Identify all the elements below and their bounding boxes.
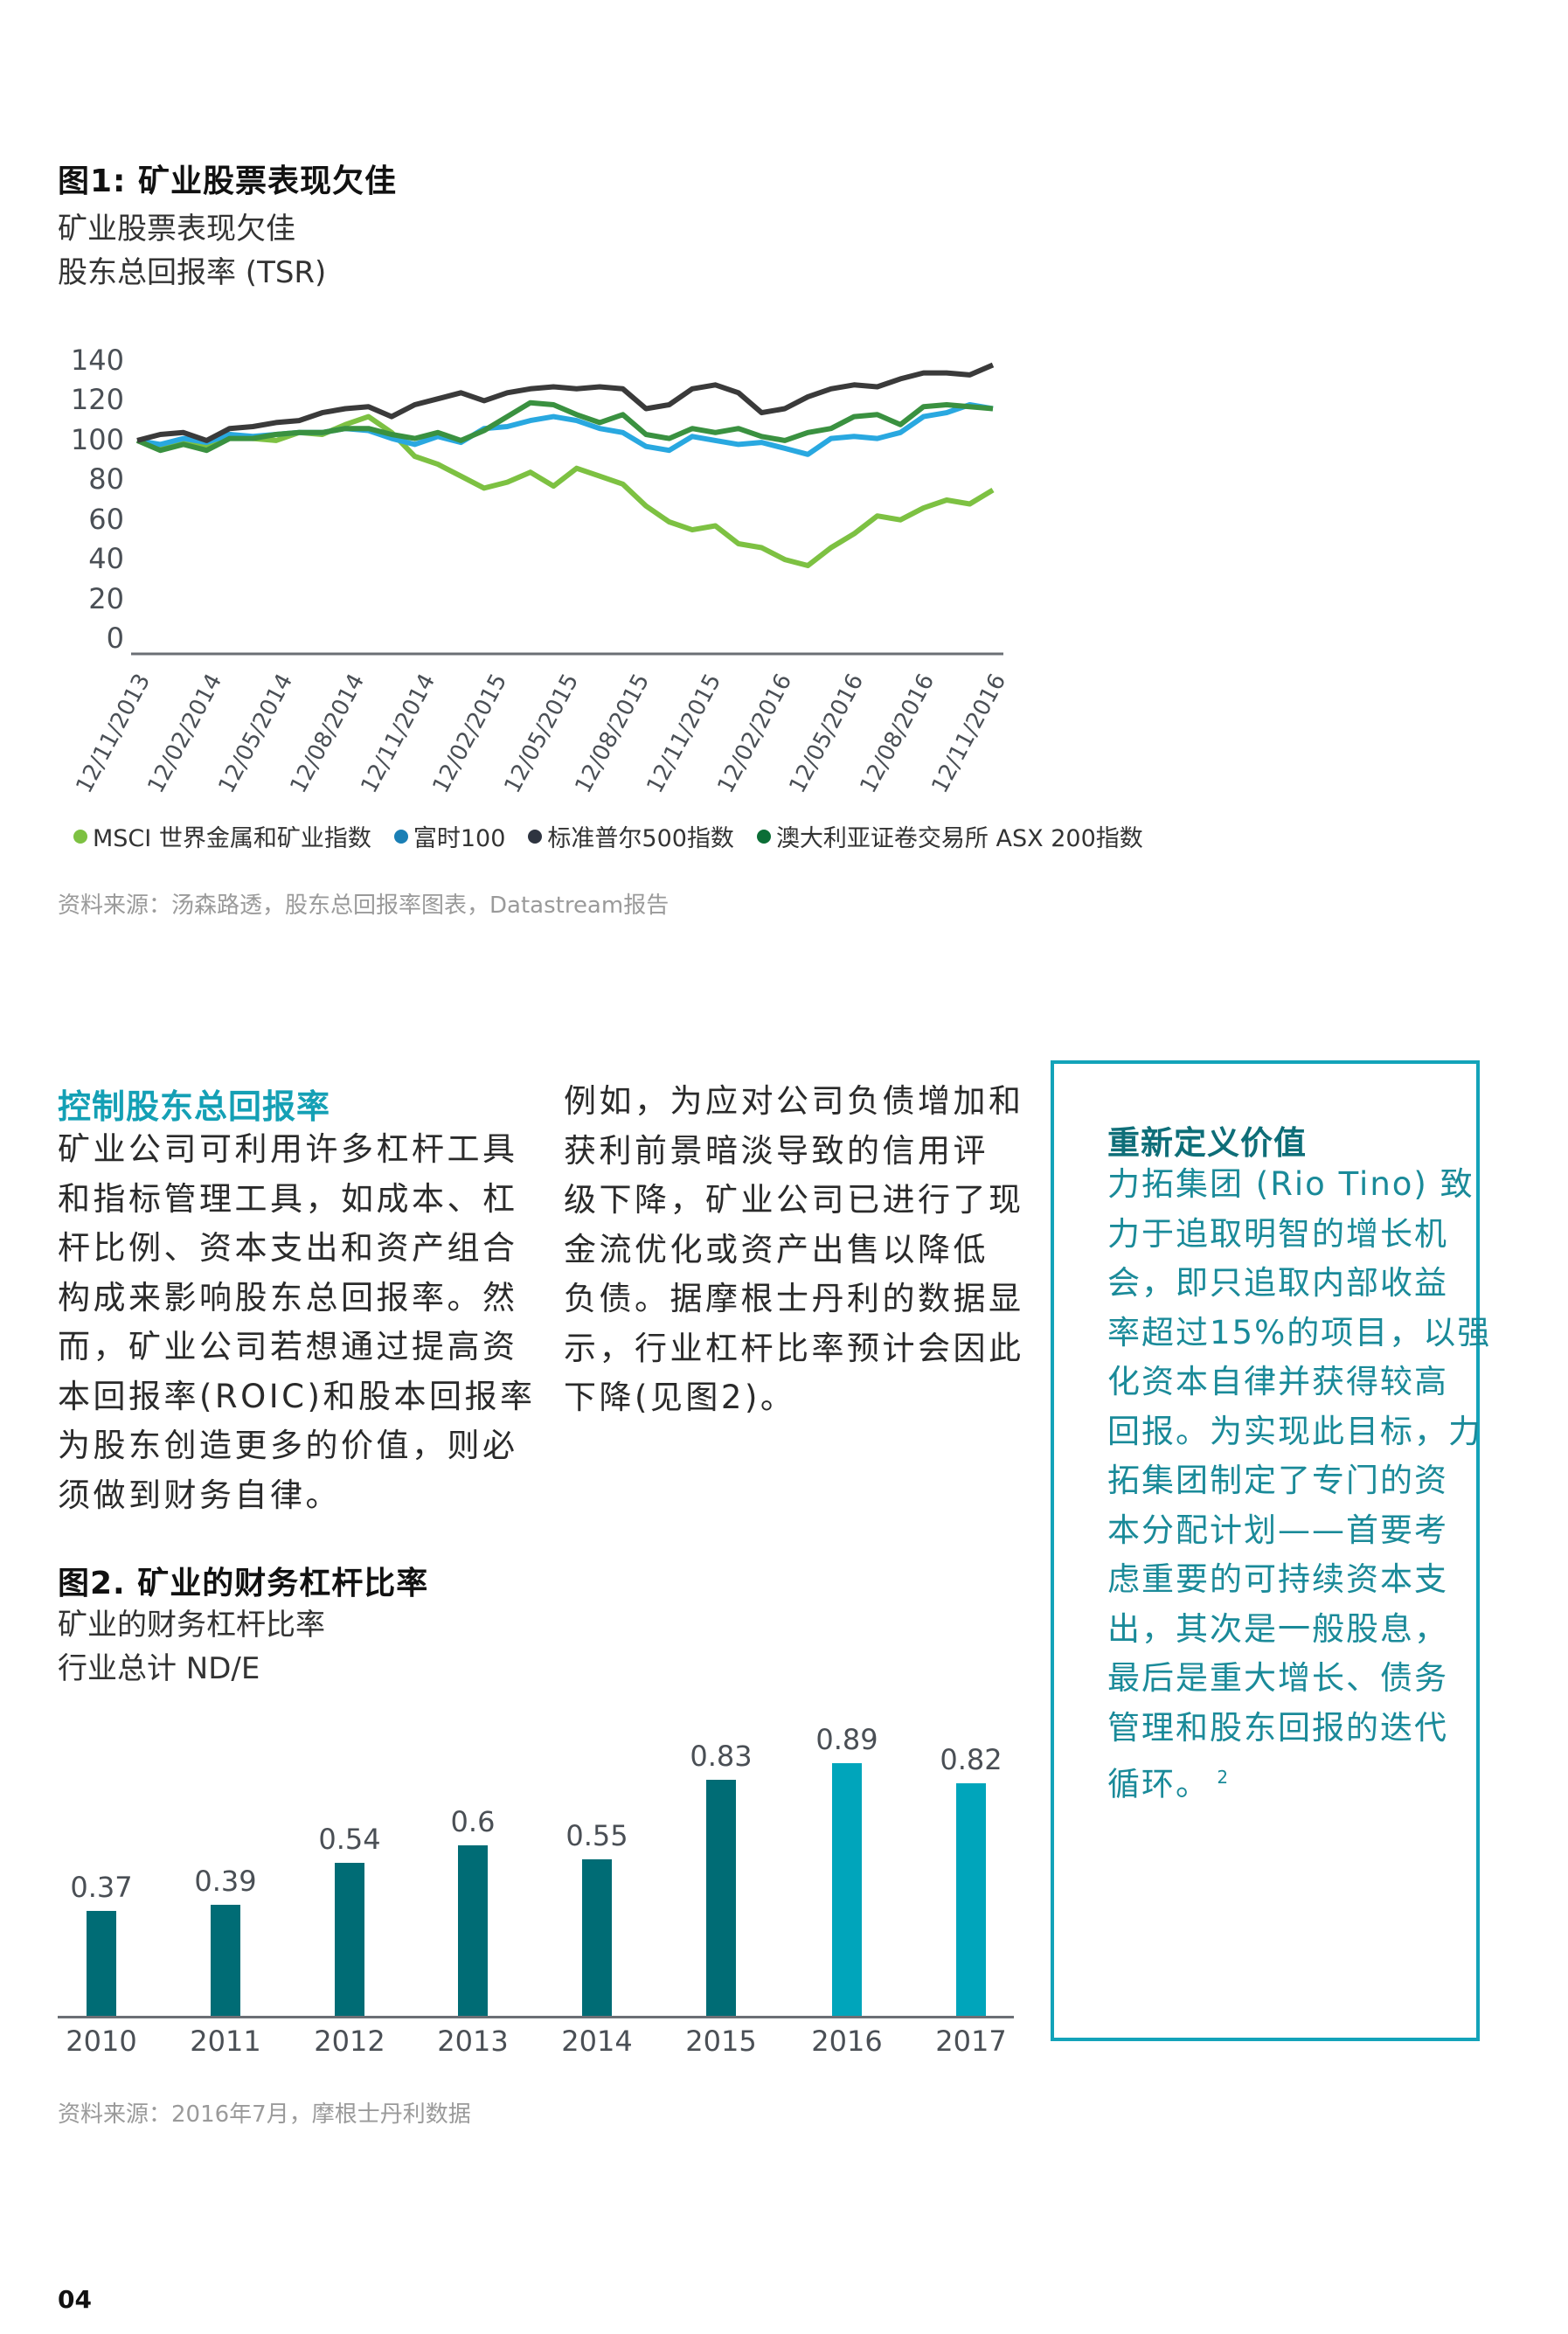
bar-2016 — [832, 1762, 862, 2016]
series-line — [135, 399, 994, 454]
figure1-subtitle-2: 股东总回报率 (TSR) — [58, 255, 327, 290]
legend-item: MSCI 世界金属和矿业指数 — [73, 819, 371, 853]
sidebar-body-line: 本分配计划——首要考 — [1107, 1511, 1448, 1549]
sidebar-body-line: 最后是重大增长、债务 — [1107, 1659, 1448, 1697]
series-line — [136, 362, 995, 443]
figure2-subtitle-2: 行业总计 ND/E — [58, 1651, 260, 1686]
bar-value-label: 0.6 — [450, 1805, 496, 1838]
body-col2-line: 下降(见图2)。 — [564, 1379, 796, 1416]
bar-value-label: 0.83 — [690, 1740, 753, 1774]
y-tick-label: 20 — [88, 581, 124, 615]
y-tick-label: 60 — [88, 502, 124, 536]
bar-2013 — [458, 1845, 488, 2016]
sidebar-body-line: 循环。 2 — [1107, 1765, 1231, 1803]
line-chart-plot — [131, 362, 1003, 656]
body-col1-line: 构成来影响股东总回报率。然 — [58, 1278, 518, 1316]
bar-2012 — [335, 1862, 364, 2016]
body-col2-line: 例如，为应对公司负债增加和 — [564, 1082, 1024, 1120]
figure2-title: 图2. 矿业的财务杠杆比率 — [58, 1566, 429, 1601]
bar-2015 — [706, 1780, 736, 2016]
bar-category-label: 2012 — [314, 2025, 385, 2058]
sidebar-body-line: 力于追取明智的增长机 — [1107, 1214, 1448, 1253]
series-line — [136, 413, 995, 568]
bar-2014 — [582, 1859, 612, 2016]
legend-label: 富时100 — [413, 825, 506, 852]
y-tick-label: 0 — [106, 622, 124, 655]
sidebar-body-line: 出，其次是一般股息， — [1107, 1609, 1448, 1648]
figure2-subtitle: 矿业的财务杠杆比率 — [58, 1608, 325, 1643]
body-col2-line: 获利前景暗淡导致的信用评 — [564, 1131, 989, 1170]
figure1-title: 图1: 矿业股票表现欠佳 — [58, 163, 397, 199]
bar-category-label: 2017 — [935, 2025, 1007, 2058]
body-column-2: 例如，为应对公司负债增加和 获利前景暗淡导致的信用评 级下降，矿业公司已进行了现 金流… — [564, 1077, 1024, 1423]
y-tick-label: 40 — [88, 542, 124, 576]
bar-value-label: 0.55 — [565, 1819, 628, 1853]
sidebar-body-line: 拓集团制定了专门的资 — [1107, 1462, 1448, 1499]
y-tick-label: 80 — [88, 462, 124, 497]
sidebar-body-line: 回报。为实现此目标，力 — [1107, 1412, 1482, 1450]
body-column-1: 矿业公司可利用许多杠杆工具 和指标管理工具，如成本、杠 杆比例、资本支出和资产组合构… — [58, 1125, 535, 1520]
body-col1-line: 杆比例、资本支出和资产组合 — [58, 1229, 518, 1267]
page-number: 04 — [58, 2285, 92, 2314]
bar-2011 — [211, 1905, 240, 2016]
bar-category-label: 2014 — [561, 2025, 633, 2058]
body-col1-line: 本回报率(ROIC)和股本回报率 — [58, 1377, 536, 1415]
y-tick-label: 100 — [70, 422, 124, 456]
legend-dot-icon — [528, 829, 543, 844]
legend-dot-icon — [393, 829, 408, 844]
bar-value-label: 0.54 — [318, 1822, 381, 1856]
body-col1-line: 和指标管理工具，如成本、杠 — [58, 1179, 518, 1218]
sidebar-body: 力拓集团 (Rio Tino) 致力于追取明智的增长机 会，即只追取内部收益率超过… — [1107, 1160, 1491, 1810]
bar-category-label: 2010 — [66, 2025, 137, 2058]
footnote-marker[interactable]: 2 — [1210, 1767, 1231, 1788]
sidebar-body-line: 化资本自律并获得较高 — [1107, 1363, 1448, 1400]
bar-value-label: 0.89 — [815, 1722, 878, 1756]
bar-category-label: 2015 — [685, 2025, 757, 2058]
bar-value-label: 0.39 — [194, 1865, 257, 1899]
bar-2017 — [956, 1782, 986, 2016]
sidebar-body-line: 力拓集团 (Rio Tino) 致 — [1107, 1165, 1474, 1203]
sidebar-body-line: 虑重要的可持续资本支 — [1107, 1560, 1448, 1598]
legend-label: 澳大利亚证卷交易所 ASX 200指数 — [775, 825, 1143, 852]
legend-dot-icon — [73, 829, 87, 844]
legend-item: 标准普尔500指数 — [528, 819, 734, 853]
body-col2-line: 示，行业杠杆比率预计会因此 — [564, 1329, 1024, 1367]
bar-category-label: 2011 — [190, 2025, 261, 2058]
legend-label: 标准普尔500指数 — [547, 825, 734, 852]
legend-label: MSCI 世界金属和矿业指数 — [93, 825, 371, 852]
chart-legend: MSCI 世界金属和矿业指数 富时100 标准普尔500指数 澳大利亚证卷交易所 AS… — [73, 819, 1143, 853]
legend-item: 富时100 — [393, 819, 506, 853]
body-col1-line: 矿业公司可利用许多杠杆工具 — [58, 1130, 518, 1168]
body-col2-line: 级下降，矿业公司已进行了现 — [564, 1181, 1024, 1219]
bar-2010 — [87, 1910, 116, 2016]
body-col1-line: 为股东创造更多的价值，则必 — [58, 1427, 518, 1464]
body-col1-line: 而，矿业公司若想通过提高资 — [58, 1328, 518, 1365]
y-tick-label: 140 — [70, 344, 124, 377]
sidebar-body-line: 会，即只追取内部收益 — [1107, 1264, 1448, 1302]
figure1-source: 资料来源：汤森路透，股东总回报率图表，Datastream报告 — [58, 893, 670, 919]
sidebar-callout-box: 重新定义价值 力拓集团 (Rio Tino) 致力于追取明智的增长机 会，即只追取… — [1051, 1060, 1489, 2041]
legend-item: 澳大利亚证卷交易所 ASX 200指数 — [756, 819, 1143, 853]
bar-value-label: 0.37 — [70, 1870, 133, 1904]
body-col1-line: 须做到财务自律。 — [58, 1476, 341, 1514]
y-tick-label: 120 — [70, 383, 124, 417]
tsr-line-chart: 0 20 40 60 80 100 120 140 12/11/2013 12/02/2014 1… — [0, 0, 1568, 813]
body-col2-line: 金流优化或资产出售以降低 — [564, 1230, 989, 1268]
legend-dot-icon — [756, 829, 771, 844]
bar-category-label: 2013 — [437, 2025, 509, 2058]
figure1-subtitle: 矿业股票表现欠佳 — [58, 212, 295, 247]
section-heading: 控制股东总回报率 — [58, 1087, 331, 1126]
bar-category-label: 2016 — [811, 2025, 883, 2058]
bar-chart-baseline — [58, 2016, 1014, 2018]
body-col2-line: 负债。据摩根士丹利的数据显 — [564, 1280, 1024, 1317]
bar-value-label: 0.82 — [940, 1742, 1003, 1776]
sidebar-body-line: 率超过15%的项目，以强 — [1107, 1313, 1492, 1351]
sidebar-heading: 重新定义价值 — [1107, 1124, 1307, 1162]
sidebar-body-line: 管理和股东回报的迭代 — [1107, 1708, 1448, 1747]
figure2-source: 资料来源：2016年7月，摩根士丹利数据 — [58, 2101, 471, 2128]
